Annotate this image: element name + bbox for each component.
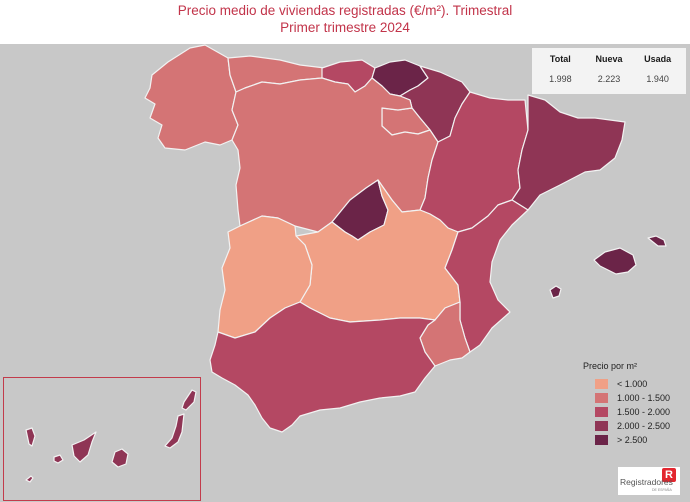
summary-value-nueva: 2.223 (597, 74, 621, 84)
summary-header-row: Total Nueva Usada (532, 48, 686, 64)
legend-title: Precio por m² (583, 361, 638, 371)
island-el-hierro[interactable] (25, 475, 34, 483)
legend-swatch-icon (595, 435, 608, 445)
logo-subtext: DE ESPAÑA (652, 488, 672, 492)
region-mallorca[interactable] (593, 247, 637, 275)
summary-header-nueva: Nueva (595, 54, 623, 64)
legend-item: > 2.500 (595, 433, 688, 447)
legend-label: 1.500 - 2.000 (617, 407, 671, 417)
region-andalucia[interactable] (209, 301, 436, 433)
island-gran-canaria[interactable] (111, 448, 129, 468)
legend-label: < 1.000 (617, 379, 648, 389)
summary-table: Total Nueva Usada 1.998 2.223 1.940 (532, 48, 686, 94)
island-la-gomera[interactable] (53, 454, 64, 464)
summary-value-row: 1.998 2.223 1.940 (532, 64, 686, 84)
legend-label: 1.000 - 1.500 (617, 393, 671, 403)
summary-value-total: 1.998 (549, 74, 572, 84)
legend-label: > 2.500 (617, 435, 648, 445)
chart-title: Precio medio de viviendas registradas (€… (0, 0, 690, 44)
legend-swatch-icon (595, 407, 608, 417)
region-castilla-y-leon[interactable] (231, 77, 439, 233)
island-lanzarote[interactable] (181, 389, 197, 411)
summary-header-total: Total (549, 54, 571, 64)
registradores-r-icon: R (662, 468, 676, 482)
island-tenerife[interactable] (71, 431, 97, 463)
legend-item: 2.000 - 2.500 (595, 419, 688, 433)
summary-header-usada: Usada (644, 54, 672, 64)
legend-item: < 1.000 (595, 377, 688, 391)
summary-value-usada: 1.940 (646, 74, 669, 84)
region-menorca[interactable] (647, 235, 667, 247)
legend-item: 1.000 - 1.500 (595, 391, 688, 405)
legend-swatch-icon (595, 421, 608, 431)
island-la-palma[interactable] (25, 427, 36, 447)
registradores-logo: R Registradores DE ESPAÑA (618, 467, 680, 495)
legend-swatch-icon (595, 393, 608, 403)
region-ibiza[interactable] (549, 285, 562, 299)
legend-item: 1.500 - 2.000 (595, 405, 688, 419)
island-fuerteventura[interactable] (164, 413, 185, 449)
title-line-1: Precio medio de viviendas registradas (€… (177, 3, 513, 18)
region-galicia[interactable] (144, 44, 239, 151)
title-line-2: Primer trimestre 2024 (280, 20, 410, 35)
legend-label: 2.000 - 2.500 (617, 421, 671, 431)
region-cataluna[interactable] (511, 94, 626, 211)
legend-swatch-icon (595, 379, 608, 389)
canarias-inset-frame (3, 377, 201, 501)
logo-text: Registradores (620, 477, 673, 487)
legend: Precio por m² < 1.000 1.000 - 1.500 1.50… (583, 361, 688, 447)
